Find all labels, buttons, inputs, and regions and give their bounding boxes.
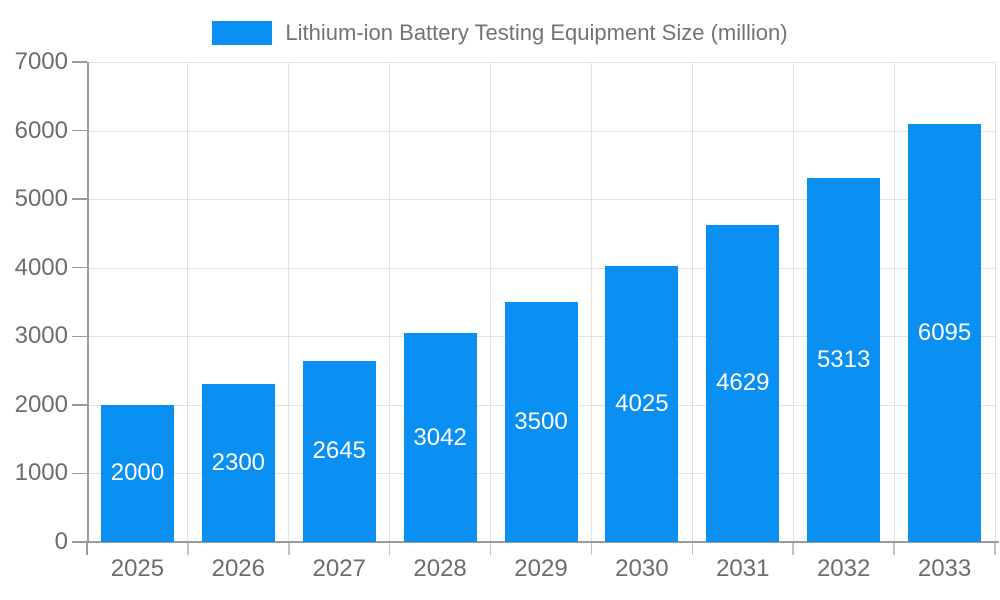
bar: 3500 xyxy=(504,302,578,542)
gridline-horizontal xyxy=(87,267,995,269)
bar: 4025 xyxy=(605,266,679,542)
legend-swatch[interactable] xyxy=(212,21,273,45)
gridline-vertical xyxy=(792,62,794,542)
x-axis-tick-label: 2028 xyxy=(413,555,467,582)
bar-value-label: 4025 xyxy=(615,390,669,417)
y-axis-tick-label: 0 xyxy=(54,528,68,555)
bar-value-label: 3500 xyxy=(514,408,568,435)
x-axis-tick xyxy=(590,542,593,555)
y-axis-tick-label: 2000 xyxy=(14,390,68,418)
bar-value-label: 6095 xyxy=(917,319,972,347)
y-axis-tick xyxy=(72,129,87,132)
gridline-vertical xyxy=(288,62,290,542)
plot-area: 0 1000 2000 3000 4000 5000 6000 7000 2000 2025 230… xyxy=(15,48,999,582)
x-axis-tick xyxy=(86,542,88,555)
y-axis-tick-label: 3000 xyxy=(14,322,68,350)
y-axis-line xyxy=(87,62,89,542)
x-axis-tick xyxy=(288,542,290,555)
bar: 2000 xyxy=(100,404,174,542)
x-axis-tick-label: 2031 xyxy=(716,555,770,582)
gridline-horizontal xyxy=(87,62,995,63)
x-axis-tick xyxy=(893,542,895,555)
y-axis-tick xyxy=(72,541,87,543)
bar: 2300 xyxy=(201,384,275,542)
x-axis-tick-label: 2030 xyxy=(615,555,669,582)
y-axis-tick xyxy=(72,61,87,63)
x-axis-tick xyxy=(388,542,391,555)
legend-label[interactable]: Lithium-ion Battery Testing Equipment Si… xyxy=(285,20,788,45)
y-axis-tick xyxy=(72,472,87,475)
y-axis-tick-label: 1000 xyxy=(14,459,68,487)
x-axis-tick xyxy=(691,542,694,555)
x-axis-tick-label: 2033 xyxy=(917,555,972,582)
x-axis-tick xyxy=(489,542,492,555)
bar: 3042 xyxy=(403,333,477,542)
bar: 6095 xyxy=(908,124,982,542)
bar-value-label: 2300 xyxy=(211,449,266,477)
gridline-vertical xyxy=(994,62,996,542)
gridline-vertical xyxy=(590,62,592,542)
x-axis-tick-label: 2025 xyxy=(110,555,165,582)
bar: 2645 xyxy=(302,360,376,542)
bar-value-label: 5313 xyxy=(816,345,871,373)
legend[interactable]: Lithium-ion Battery Testing Equipment Si… xyxy=(0,20,1000,46)
x-axis-tick-label: 2029 xyxy=(514,555,568,582)
y-axis-tick xyxy=(72,266,87,269)
bar-value-label: 4629 xyxy=(716,369,770,397)
x-axis-tick xyxy=(187,542,189,555)
x-axis-tick-label: 2027 xyxy=(312,555,366,582)
bar-value-label: 3042 xyxy=(413,423,467,451)
y-axis-tick xyxy=(72,404,87,406)
gridline-horizontal xyxy=(87,130,995,132)
y-axis-tick-label: 7000 xyxy=(14,48,68,75)
y-axis-tick-label: 4000 xyxy=(14,253,68,281)
gridline-vertical xyxy=(389,62,391,542)
x-axis-tick xyxy=(994,542,996,555)
y-axis-tick xyxy=(72,335,87,338)
y-axis-tick xyxy=(72,198,87,200)
bar: 4629 xyxy=(706,224,780,542)
bar: 5313 xyxy=(807,177,881,542)
gridline-vertical xyxy=(490,62,492,542)
gridline-vertical xyxy=(691,62,693,542)
bar-value-label: 2645 xyxy=(312,437,366,465)
bar-value-label: 2000 xyxy=(110,459,165,487)
y-axis-tick-label: 5000 xyxy=(14,185,68,213)
gridline-vertical xyxy=(893,62,895,542)
gridline-horizontal xyxy=(87,199,995,201)
x-axis-tick-label: 2032 xyxy=(816,555,871,582)
gridline-vertical xyxy=(187,62,189,542)
x-axis-tick-label: 2026 xyxy=(211,555,265,582)
x-axis-tick xyxy=(792,542,794,555)
y-axis-tick-label: 6000 xyxy=(14,116,68,144)
